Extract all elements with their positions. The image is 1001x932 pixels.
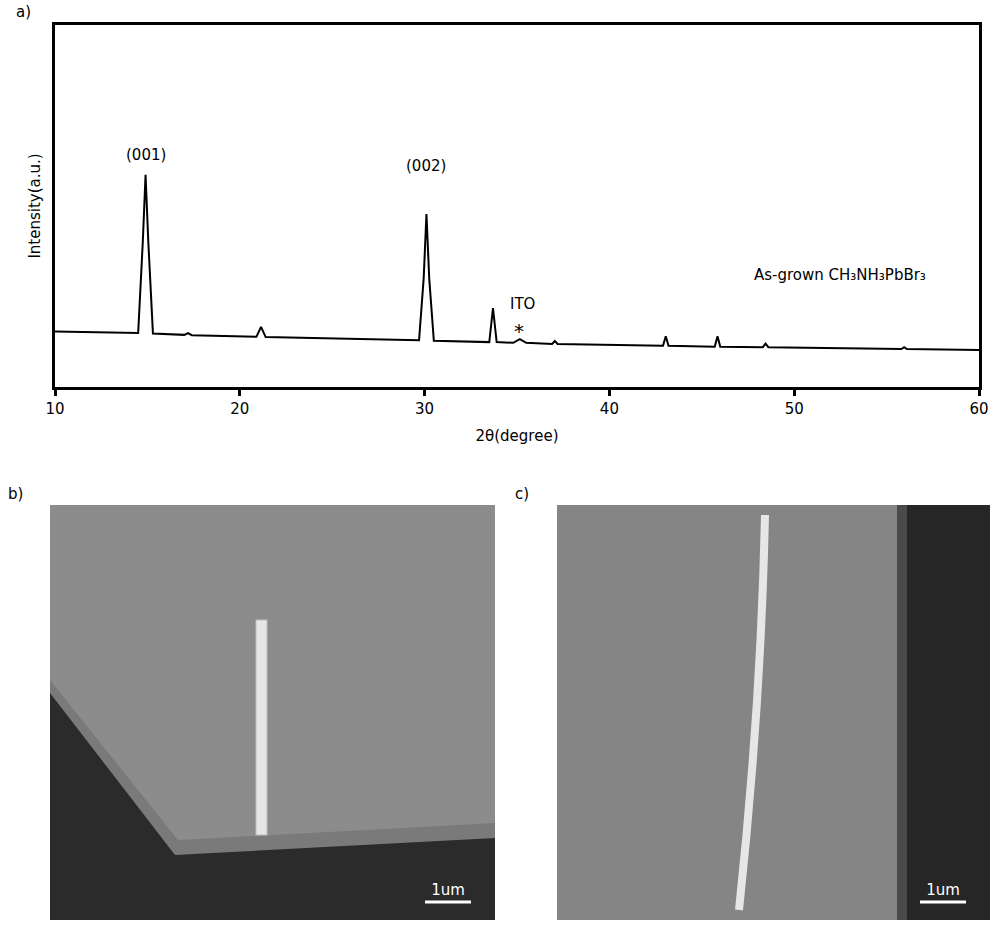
- svg-text:Intensity(a.u.): Intensity(a.u.): [26, 153, 44, 258]
- svg-text:20: 20: [230, 400, 249, 418]
- svg-text:1um: 1um: [431, 881, 465, 899]
- html-text:b): b): [8, 485, 24, 503]
- svg-text:a): a): [16, 3, 31, 21]
- svg-text:(002): (002): [406, 157, 446, 175]
- svg-text:(001): (001): [126, 146, 166, 164]
- svg-text:40: 40: [600, 400, 619, 418]
- svg-text:1um: 1um: [926, 881, 960, 899]
- svg-text:As-grown CH₃NH₃PbBr₃: As-grown CH₃NH₃PbBr₃: [754, 266, 926, 284]
- svg-text:30: 30: [415, 400, 434, 418]
- svg-text:10: 10: [45, 400, 64, 418]
- svg-text:*: *: [514, 319, 524, 343]
- svg-text:ITO: ITO: [510, 295, 535, 313]
- svg-text:60: 60: [969, 400, 988, 418]
- svg-text:2θ(degree): 2θ(degree): [476, 427, 559, 445]
- html-text:c): c): [515, 485, 530, 503]
- svg-text:50: 50: [785, 400, 804, 418]
